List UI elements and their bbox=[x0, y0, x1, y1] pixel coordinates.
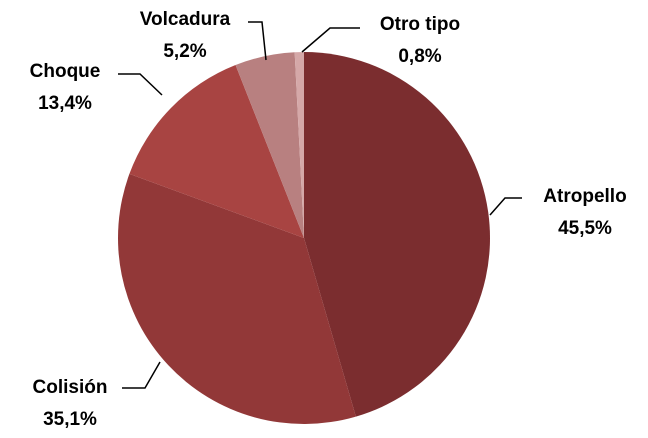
pie-slice bbox=[304, 52, 491, 417]
slice-label: Volcadura bbox=[140, 9, 231, 30]
slice-value: 13,4% bbox=[38, 93, 92, 114]
slice-label: Otro tipo bbox=[380, 14, 460, 35]
pie-slice bbox=[294, 52, 304, 238]
slice-value: 0,8% bbox=[398, 46, 441, 67]
slice-value: 35,1% bbox=[43, 409, 97, 430]
leader-line bbox=[118, 73, 163, 96]
slice-label: Atropello bbox=[543, 186, 626, 207]
slice-value: 5,2% bbox=[163, 41, 206, 62]
pie-slice bbox=[118, 173, 356, 424]
pie-slice bbox=[235, 52, 304, 238]
slice-label: Choque bbox=[30, 61, 101, 82]
leader-line bbox=[122, 361, 161, 389]
leader-line bbox=[248, 21, 267, 61]
slice-value: 45,5% bbox=[558, 218, 612, 239]
leader-line bbox=[489, 197, 522, 216]
pie-slice bbox=[129, 65, 304, 238]
slice-label: Colisión bbox=[33, 377, 108, 398]
leader-line bbox=[301, 27, 360, 53]
